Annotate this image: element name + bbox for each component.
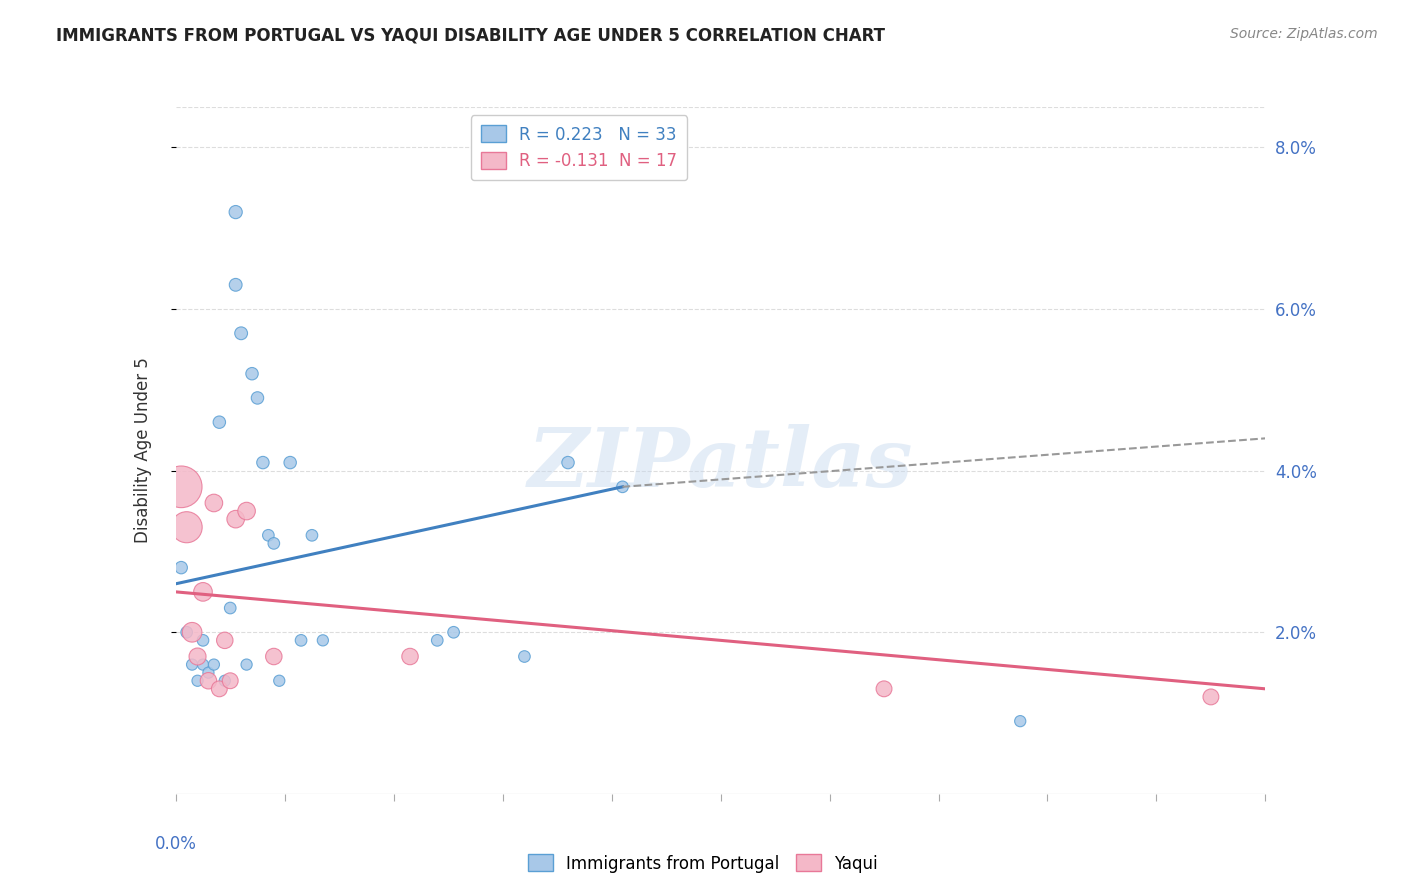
Point — [170, 560, 193, 574]
Point — [181, 625, 204, 640]
Point — [513, 649, 536, 664]
Point — [1199, 690, 1222, 704]
Point — [263, 536, 285, 550]
Text: 0.0%: 0.0% — [155, 835, 197, 853]
Point — [202, 657, 225, 672]
Point — [269, 673, 291, 688]
Point — [231, 326, 253, 341]
Point — [225, 205, 247, 219]
Point — [1010, 714, 1032, 728]
Point — [208, 415, 231, 429]
Point — [612, 480, 634, 494]
Point — [399, 649, 422, 664]
Point — [219, 673, 242, 688]
Point — [197, 673, 219, 688]
Point — [873, 681, 896, 696]
Point — [176, 625, 198, 640]
Point — [214, 633, 236, 648]
Point — [252, 456, 274, 470]
Point — [246, 391, 269, 405]
Point — [278, 456, 301, 470]
Point — [301, 528, 323, 542]
Legend: R = 0.223   N = 33, R = -0.131  N = 17: R = 0.223 N = 33, R = -0.131 N = 17 — [471, 115, 688, 180]
Point — [181, 657, 204, 672]
Point — [186, 673, 209, 688]
Point — [170, 480, 193, 494]
Point — [208, 681, 231, 696]
Point — [263, 649, 285, 664]
Point — [312, 633, 335, 648]
Point — [197, 665, 219, 680]
Point — [557, 456, 579, 470]
Point — [240, 367, 263, 381]
Point — [191, 657, 214, 672]
Point — [186, 649, 209, 664]
Point — [219, 601, 242, 615]
Point — [214, 673, 236, 688]
Text: Source: ZipAtlas.com: Source: ZipAtlas.com — [1230, 27, 1378, 41]
Point — [235, 504, 257, 518]
Point — [426, 633, 449, 648]
Point — [235, 657, 257, 672]
Point — [290, 633, 312, 648]
Point — [225, 512, 247, 526]
Text: ZIPatlas: ZIPatlas — [527, 425, 914, 504]
Point — [191, 633, 214, 648]
Point — [191, 585, 214, 599]
Point — [176, 520, 198, 534]
Point — [225, 277, 247, 292]
Point — [257, 528, 280, 542]
Y-axis label: Disability Age Under 5: Disability Age Under 5 — [134, 358, 152, 543]
Point — [443, 625, 465, 640]
Point — [202, 496, 225, 510]
Text: IMMIGRANTS FROM PORTUGAL VS YAQUI DISABILITY AGE UNDER 5 CORRELATION CHART: IMMIGRANTS FROM PORTUGAL VS YAQUI DISABI… — [56, 27, 886, 45]
Legend: Immigrants from Portugal, Yaqui: Immigrants from Portugal, Yaqui — [522, 847, 884, 880]
